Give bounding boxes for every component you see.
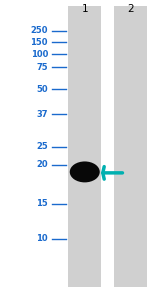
Text: 100: 100 <box>31 50 48 59</box>
Bar <box>114 6 147 287</box>
Text: 10: 10 <box>36 234 48 243</box>
Text: 250: 250 <box>30 26 48 35</box>
Text: 50: 50 <box>36 85 48 94</box>
Ellipse shape <box>70 161 100 182</box>
Text: 75: 75 <box>36 63 48 72</box>
Text: 20: 20 <box>36 160 48 169</box>
Bar <box>68 6 101 287</box>
Text: 15: 15 <box>36 199 48 208</box>
Text: 1: 1 <box>81 4 88 14</box>
Text: 25: 25 <box>36 142 48 151</box>
Text: 150: 150 <box>30 38 48 47</box>
Text: 2: 2 <box>127 4 134 14</box>
Text: 37: 37 <box>36 110 48 119</box>
